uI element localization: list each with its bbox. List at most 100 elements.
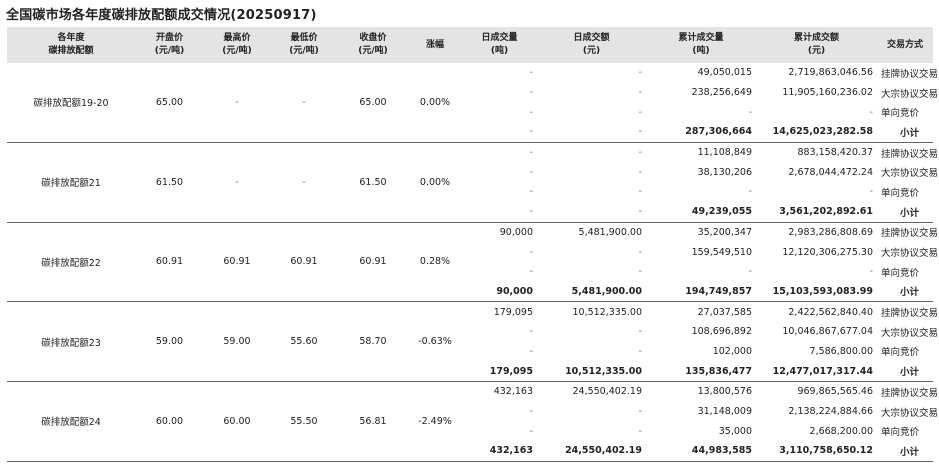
cum-amt-cell: -: [869, 266, 873, 278]
cum-vol-cell: 49,050,015: [697, 67, 752, 79]
trade-method-cell: 大宗协议交易: [881, 407, 939, 419]
trade-method-cell: 单向竞价: [881, 108, 920, 120]
trade-method-cell: 小计: [877, 361, 933, 383]
day-amt-cell: -: [638, 345, 642, 357]
change-cell: 0.00%: [408, 142, 462, 223]
cum-amt-cell: -: [869, 186, 873, 198]
day-amt-cell: 5,481,900.00: [537, 281, 646, 303]
day-vol-cell: -: [529, 67, 533, 79]
close-price-cell: 61.50: [338, 142, 408, 223]
open-price-cell: 60.00: [135, 381, 204, 462]
table-row: - - - - 单向竞价: [7, 102, 933, 122]
subtotal-row: 432,163 24,550,402.19 44,983,585 3,110,758,…: [7, 441, 933, 462]
close-price-cell: 60.91: [338, 222, 408, 303]
day-amt-cell: -: [638, 186, 642, 198]
cum-vol-cell: 238,256,649: [691, 87, 752, 99]
cum-vol-cell: 44,983,585: [646, 441, 756, 462]
allowance-name-cell: 碳排放配额22: [7, 222, 135, 303]
day-vol-cell: -: [529, 186, 533, 198]
change-cell: -0.63%: [408, 301, 462, 382]
table-row: 碳排放配额19-20 65.00- -65.00 0.00% - -49,050,015 2…: [7, 63, 939, 143]
trade-method-cell: 挂牌协议交易: [881, 68, 939, 80]
trade-method-cell: 小计: [877, 281, 933, 303]
table-row: - - - - 单向竞价: [7, 262, 933, 282]
table-row: 碳排放配额24 60.00 60.00 55.50 56.81 -2.49% 432,163…: [7, 381, 938, 462]
cum-vol-cell: 13,800,576: [697, 386, 752, 398]
table-row: - - 238,256,649 11,905,160,236.02 大宗协议交易: [7, 83, 939, 103]
col-header-day-volume: 日成交量 (吨): [462, 27, 537, 63]
day-vol-cell: 179,095: [493, 306, 533, 318]
day-amt-cell: -: [638, 326, 642, 338]
cum-vol-cell: 159,549,510: [691, 246, 752, 258]
low-price-cell: -: [270, 63, 338, 143]
trade-method-cell: 单向竞价: [881, 187, 920, 199]
day-amt-cell: -: [638, 406, 642, 418]
day-amt-cell: 24,550,402.19: [537, 441, 646, 462]
trade-method-cell: 大宗协议交易: [881, 248, 939, 260]
day-vol-cell: 179,095: [462, 361, 537, 383]
table-row: - - 159,549,510 12,120,306,275.30 大宗协议交易: [7, 242, 939, 262]
trade-method-cell: 挂牌协议交易: [881, 308, 939, 320]
day-amt-cell: 5,481,900.00: [578, 226, 642, 238]
allowance-name-cell: 碳排放配额24: [7, 381, 135, 462]
low-price-cell: 55.50: [270, 381, 338, 462]
cum-amt-cell: 7,586,800.00: [809, 345, 873, 357]
day-vol-cell: -: [529, 166, 533, 178]
day-vol-cell: 90,000: [499, 226, 533, 238]
cum-amt-cell: 969,865,565.46: [797, 386, 873, 398]
day-amt-cell: 24,550,402.19: [572, 386, 642, 398]
day-vol-cell: -: [529, 326, 533, 338]
day-vol-cell: -: [462, 122, 537, 143]
day-amt-cell: -: [638, 87, 642, 99]
open-price-cell: 60.91: [135, 222, 204, 303]
cum-vol-cell: 27,037,585: [697, 306, 752, 318]
carbon-trading-table: 各年度 碳排放配额 开盘价 (元/吨) 最高价 (元/吨) 最低价 (元/吨) 收盘价(…: [7, 27, 939, 462]
allowance-name-cell: 碳排放配额23: [7, 301, 135, 382]
close-price-cell: 58.70: [338, 301, 408, 382]
cum-vol-cell: 108,696,892: [691, 326, 752, 338]
subtotal-row: - -49,239,055 3,561,202,892.61 小计: [7, 201, 933, 223]
cum-vol-cell: 31,148,009: [697, 406, 752, 418]
cum-amt-cell: 12,477,017,317.44: [756, 361, 877, 383]
allowance-name-cell: 碳排放配额21: [7, 142, 135, 223]
day-vol-cell: -: [529, 345, 533, 357]
col-header-cum-amount: 累计成交额 (元): [756, 27, 877, 63]
trade-method-cell: 挂牌协议交易: [881, 228, 939, 240]
day-amt-cell: -: [537, 201, 646, 223]
day-amt-cell: 10,512,335.00: [572, 306, 642, 318]
trade-method-cell: 大宗协议交易: [881, 88, 939, 100]
trade-method-cell: 大宗协议交易: [881, 327, 939, 339]
table-row: - - 108,696,892 10,046,867,677.04 大宗协议交易: [7, 322, 939, 342]
cum-vol-cell: 35,200,347: [697, 226, 752, 238]
table-row: - - 102,000 7,586,800.00 单向竞价: [7, 342, 933, 362]
trade-method-cell: 大宗协议交易: [881, 168, 939, 180]
day-vol-cell: 432,163: [493, 386, 533, 398]
cum-amt-cell: 14,625,023,282.58: [756, 122, 877, 143]
cum-amt-cell: 2,138,224,884.66: [788, 406, 873, 418]
open-price-cell: 65.00: [135, 63, 204, 143]
cum-amt-cell: -: [869, 106, 873, 118]
trade-method-cell: 小计: [877, 122, 933, 143]
high-price-cell: 59.00: [204, 301, 270, 382]
cum-amt-cell: 2,422,562,840.40: [788, 306, 873, 318]
change-cell: -2.49%: [408, 381, 462, 462]
day-amt-cell: -: [638, 425, 642, 437]
col-header-close: 收盘价 (元/吨): [338, 27, 408, 63]
day-amt-cell: -: [638, 67, 642, 79]
day-amt-cell: -: [638, 166, 642, 178]
change-cell: 0.28%: [408, 222, 462, 303]
cum-amt-cell: 2,719,863,046.56: [788, 67, 873, 79]
day-vol-cell: -: [529, 246, 533, 258]
day-vol-cell: -: [529, 147, 533, 159]
col-header-low: 最低价 (元/吨): [270, 27, 338, 63]
subtotal-row: - -287,306,664 14,625,023,282.58 小计: [7, 122, 933, 143]
low-price-cell: 60.91: [270, 222, 338, 303]
cum-vol-cell: 135,836,477: [646, 361, 756, 383]
close-price-cell: 65.00: [338, 63, 408, 143]
day-amt-cell: 10,512,335.00: [537, 361, 646, 383]
open-price-cell: 59.00: [135, 301, 204, 382]
day-vol-cell: -: [529, 266, 533, 278]
day-vol-cell: -: [529, 425, 533, 437]
high-price-cell: -: [204, 142, 270, 223]
day-amt-cell: -: [638, 246, 642, 258]
